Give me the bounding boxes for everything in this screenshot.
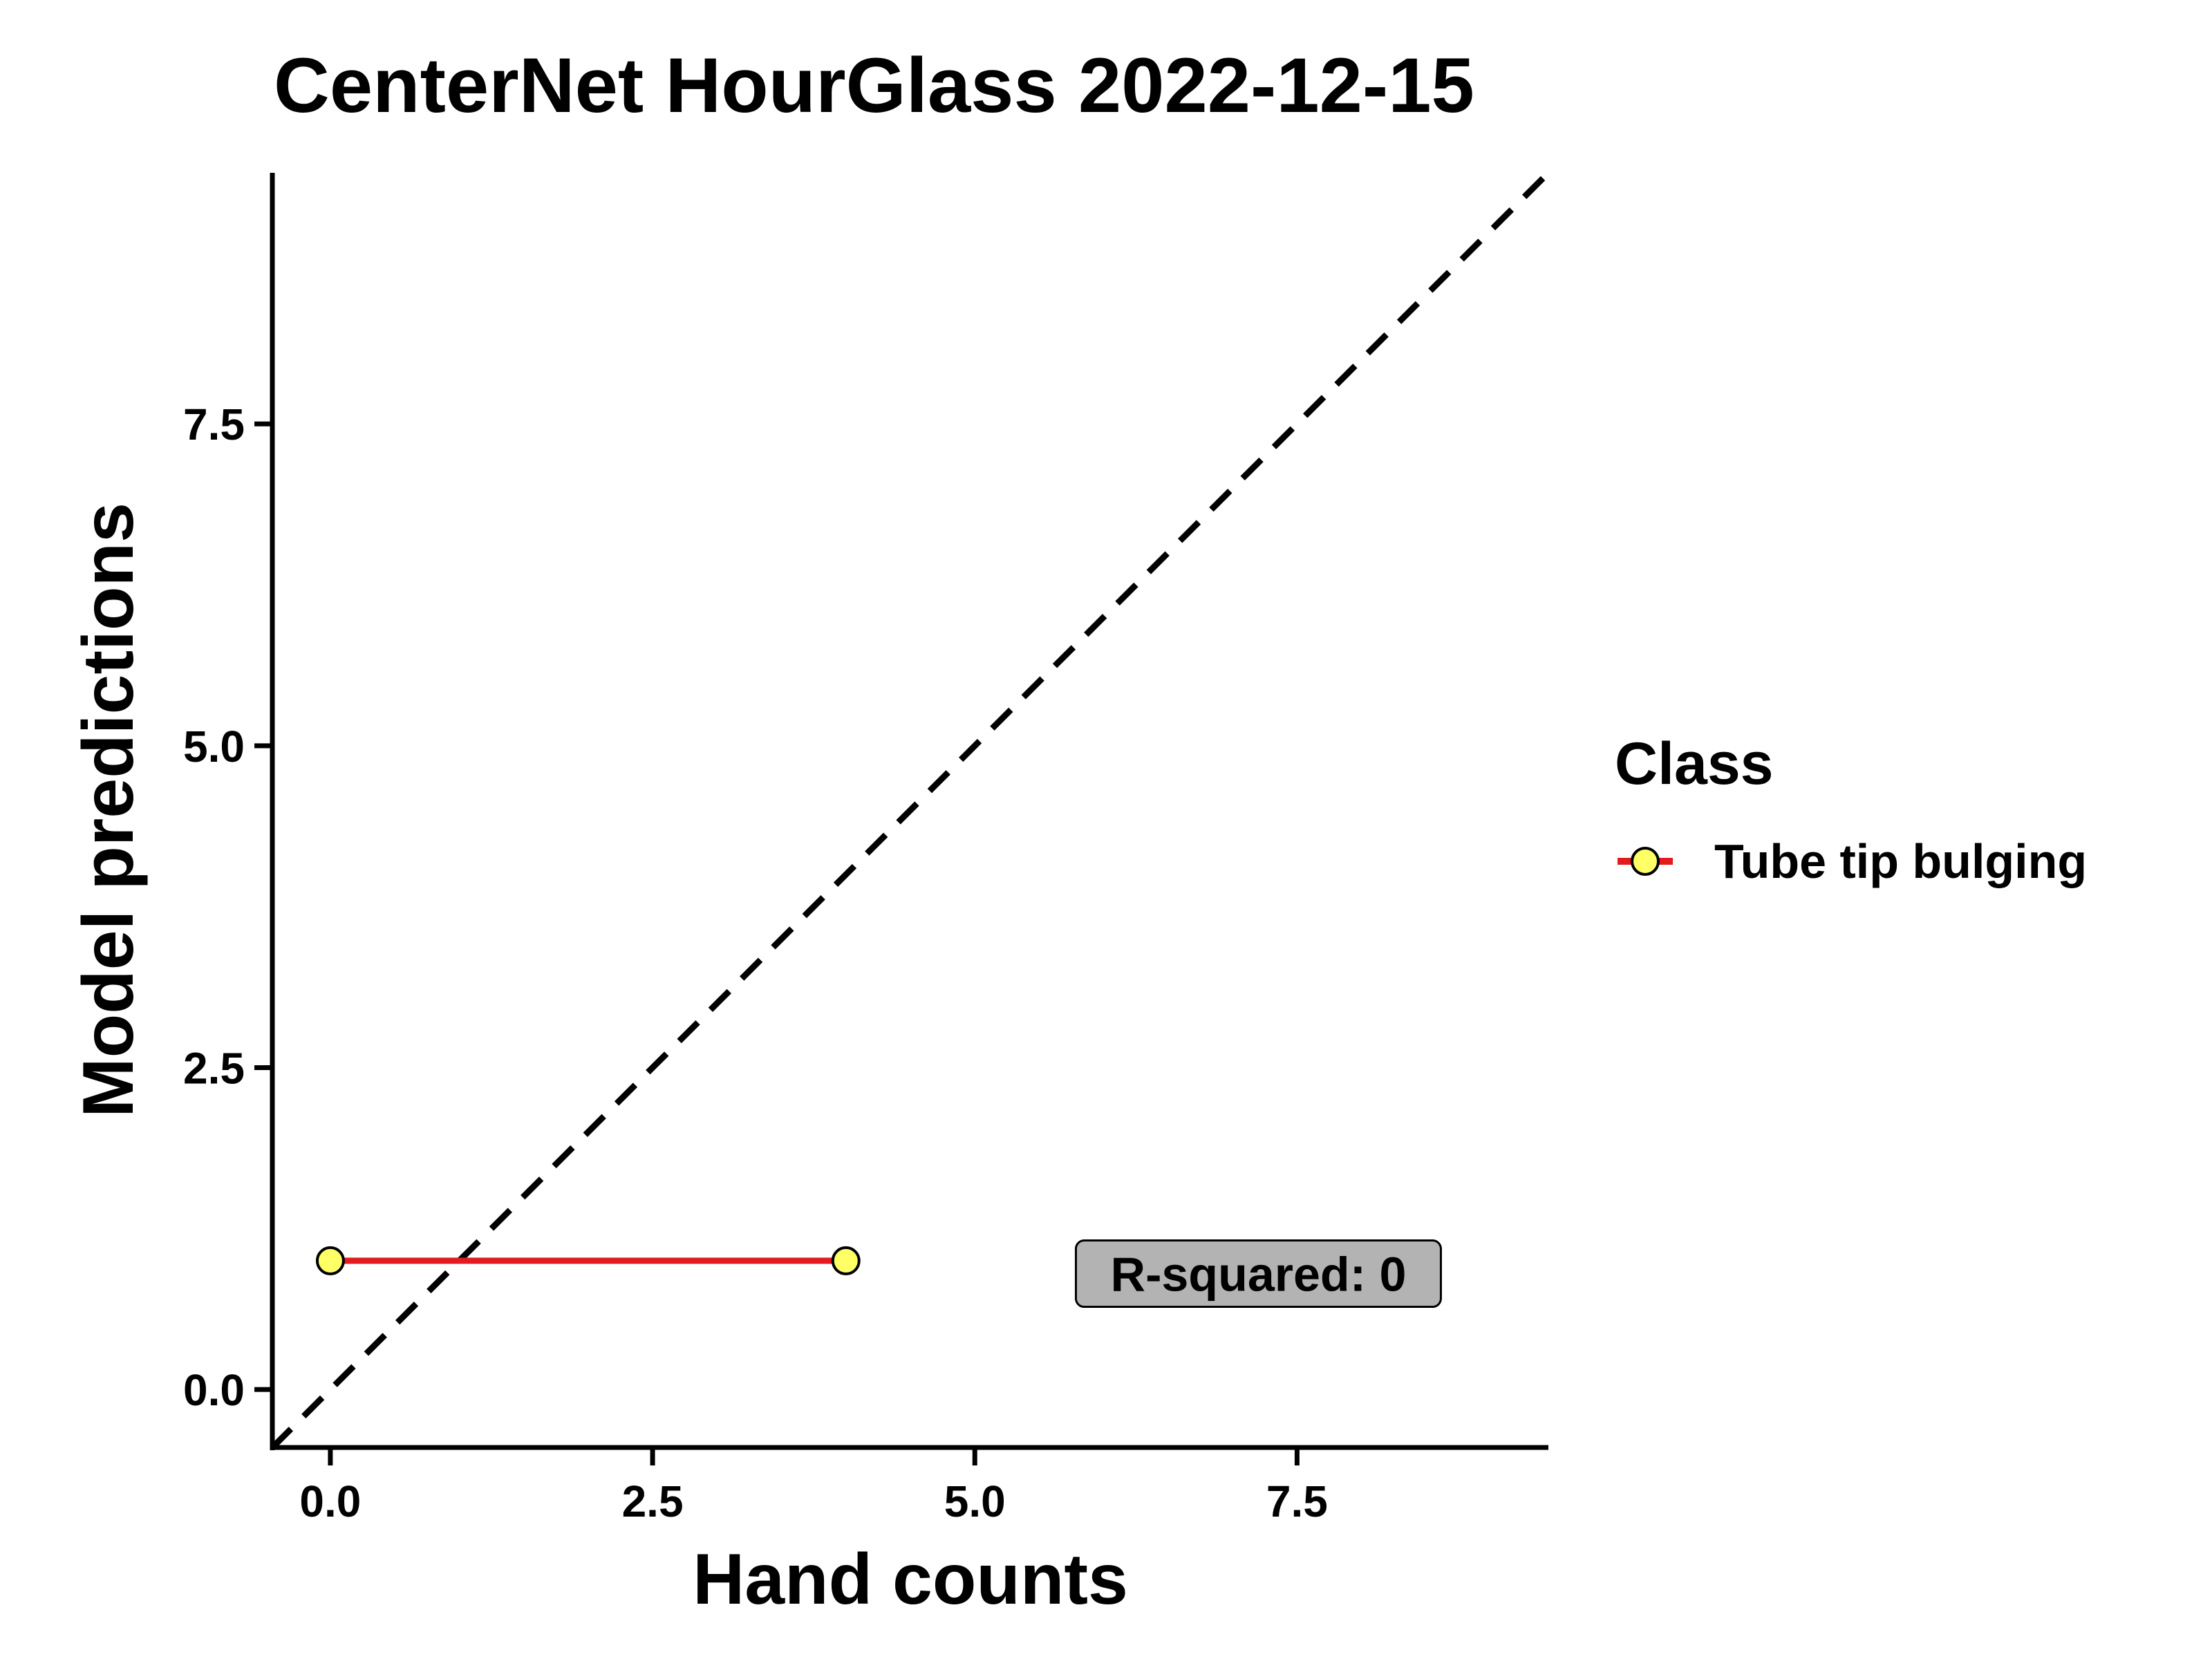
x-axis-ticks: 0.0 2.5 5.0 7.5	[299, 1447, 1328, 1526]
data-point	[831, 1246, 861, 1275]
data-point	[315, 1246, 345, 1275]
x-tick-label: 0.0	[299, 1477, 361, 1526]
x-tick-label: 7.5	[1266, 1477, 1328, 1526]
plot-area: 0.0 2.5 5.0 7.5 0.0 2.5 5.0 7.5 R-squared: 0	[183, 170, 1551, 1526]
chart-title: CenterNet HourGlass 2022-12-15	[274, 42, 1474, 129]
legend-title: Class	[1615, 731, 1774, 797]
legend-label-tube-tip-bulging: Tube tip bulging	[1714, 834, 2087, 888]
y-tick-label: 0.0	[183, 1365, 245, 1415]
legend: Class Tube tip bulging	[1615, 731, 2087, 888]
x-tick-label: 5.0	[944, 1477, 1006, 1526]
x-tick-label: 2.5	[622, 1477, 684, 1526]
reference-line	[270, 170, 1551, 1450]
annotation-text: R-squared: 0	[1111, 1248, 1407, 1302]
y-tick-label: 5.0	[183, 722, 245, 771]
x-axis-title: Hand counts	[693, 1539, 1128, 1620]
y-axis-ticks: 0.0 2.5 5.0 7.5	[183, 400, 272, 1415]
legend-swatch-point	[1631, 847, 1660, 876]
annotation-box	[1074, 1239, 1442, 1309]
r-squared-annotation: R-squared: 0	[1074, 1239, 1442, 1309]
y-tick-label: 7.5	[183, 400, 245, 449]
y-axis-title: Model predictions	[68, 503, 149, 1118]
y-tick-label: 2.5	[183, 1044, 245, 1094]
